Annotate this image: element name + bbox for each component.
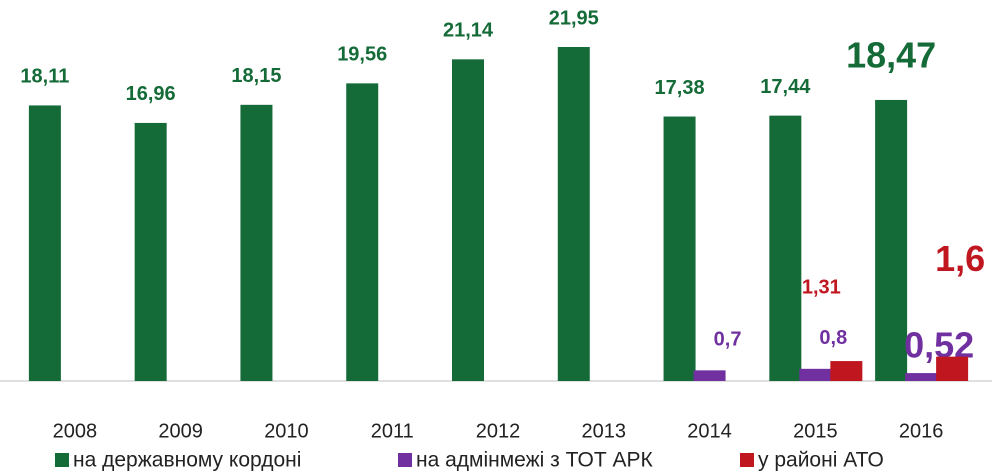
x-tick-label: 2008 [53,420,98,442]
data-label: 0,7 [714,329,742,351]
data-label: 21,14 [443,20,494,42]
data-label: 0,8 [819,327,847,349]
x-tick-label: 2010 [264,420,309,442]
data-label: 16,96 [126,83,176,105]
legend-swatch [740,453,754,467]
x-tick-label: 2011 [371,420,414,442]
bar [452,59,484,381]
data-label: 18,15 [231,65,281,87]
bar [693,370,726,381]
bar [905,373,938,381]
data-label: 17,38 [655,77,705,99]
x-tick-label: 2014 [687,420,732,442]
data-label: 17,44 [760,76,811,98]
x-tick-label: 2009 [158,420,203,442]
data-label: 19,56 [337,44,387,66]
bar [240,104,273,381]
data-label: 1,31 [802,276,841,298]
legend-swatch [55,453,69,467]
bar [134,122,167,381]
bar [28,105,61,382]
x-tick-label: 2015 [793,420,838,442]
legend-label: на державному кордоні [73,449,301,472]
data-label: 21,95 [549,7,599,29]
legend-label: на адмінмежі з ТОТ АРК [416,449,654,472]
bar [557,47,590,381]
data-label: 18,47 [846,34,936,75]
bar [769,115,802,381]
legend-swatch [398,453,412,467]
legend-label: у районі АТО [758,449,884,472]
bar [936,356,969,381]
x-tick-label: 2012 [476,420,521,442]
x-tick-label: 2013 [582,420,627,442]
bar [830,361,863,381]
bar [799,368,832,381]
data-label: 18,11 [20,66,69,88]
x-tick-label: 2016 [899,420,944,442]
bar [875,99,908,382]
bar [346,83,379,382]
bar [663,116,696,382]
data-label: 1,6 [935,238,985,279]
